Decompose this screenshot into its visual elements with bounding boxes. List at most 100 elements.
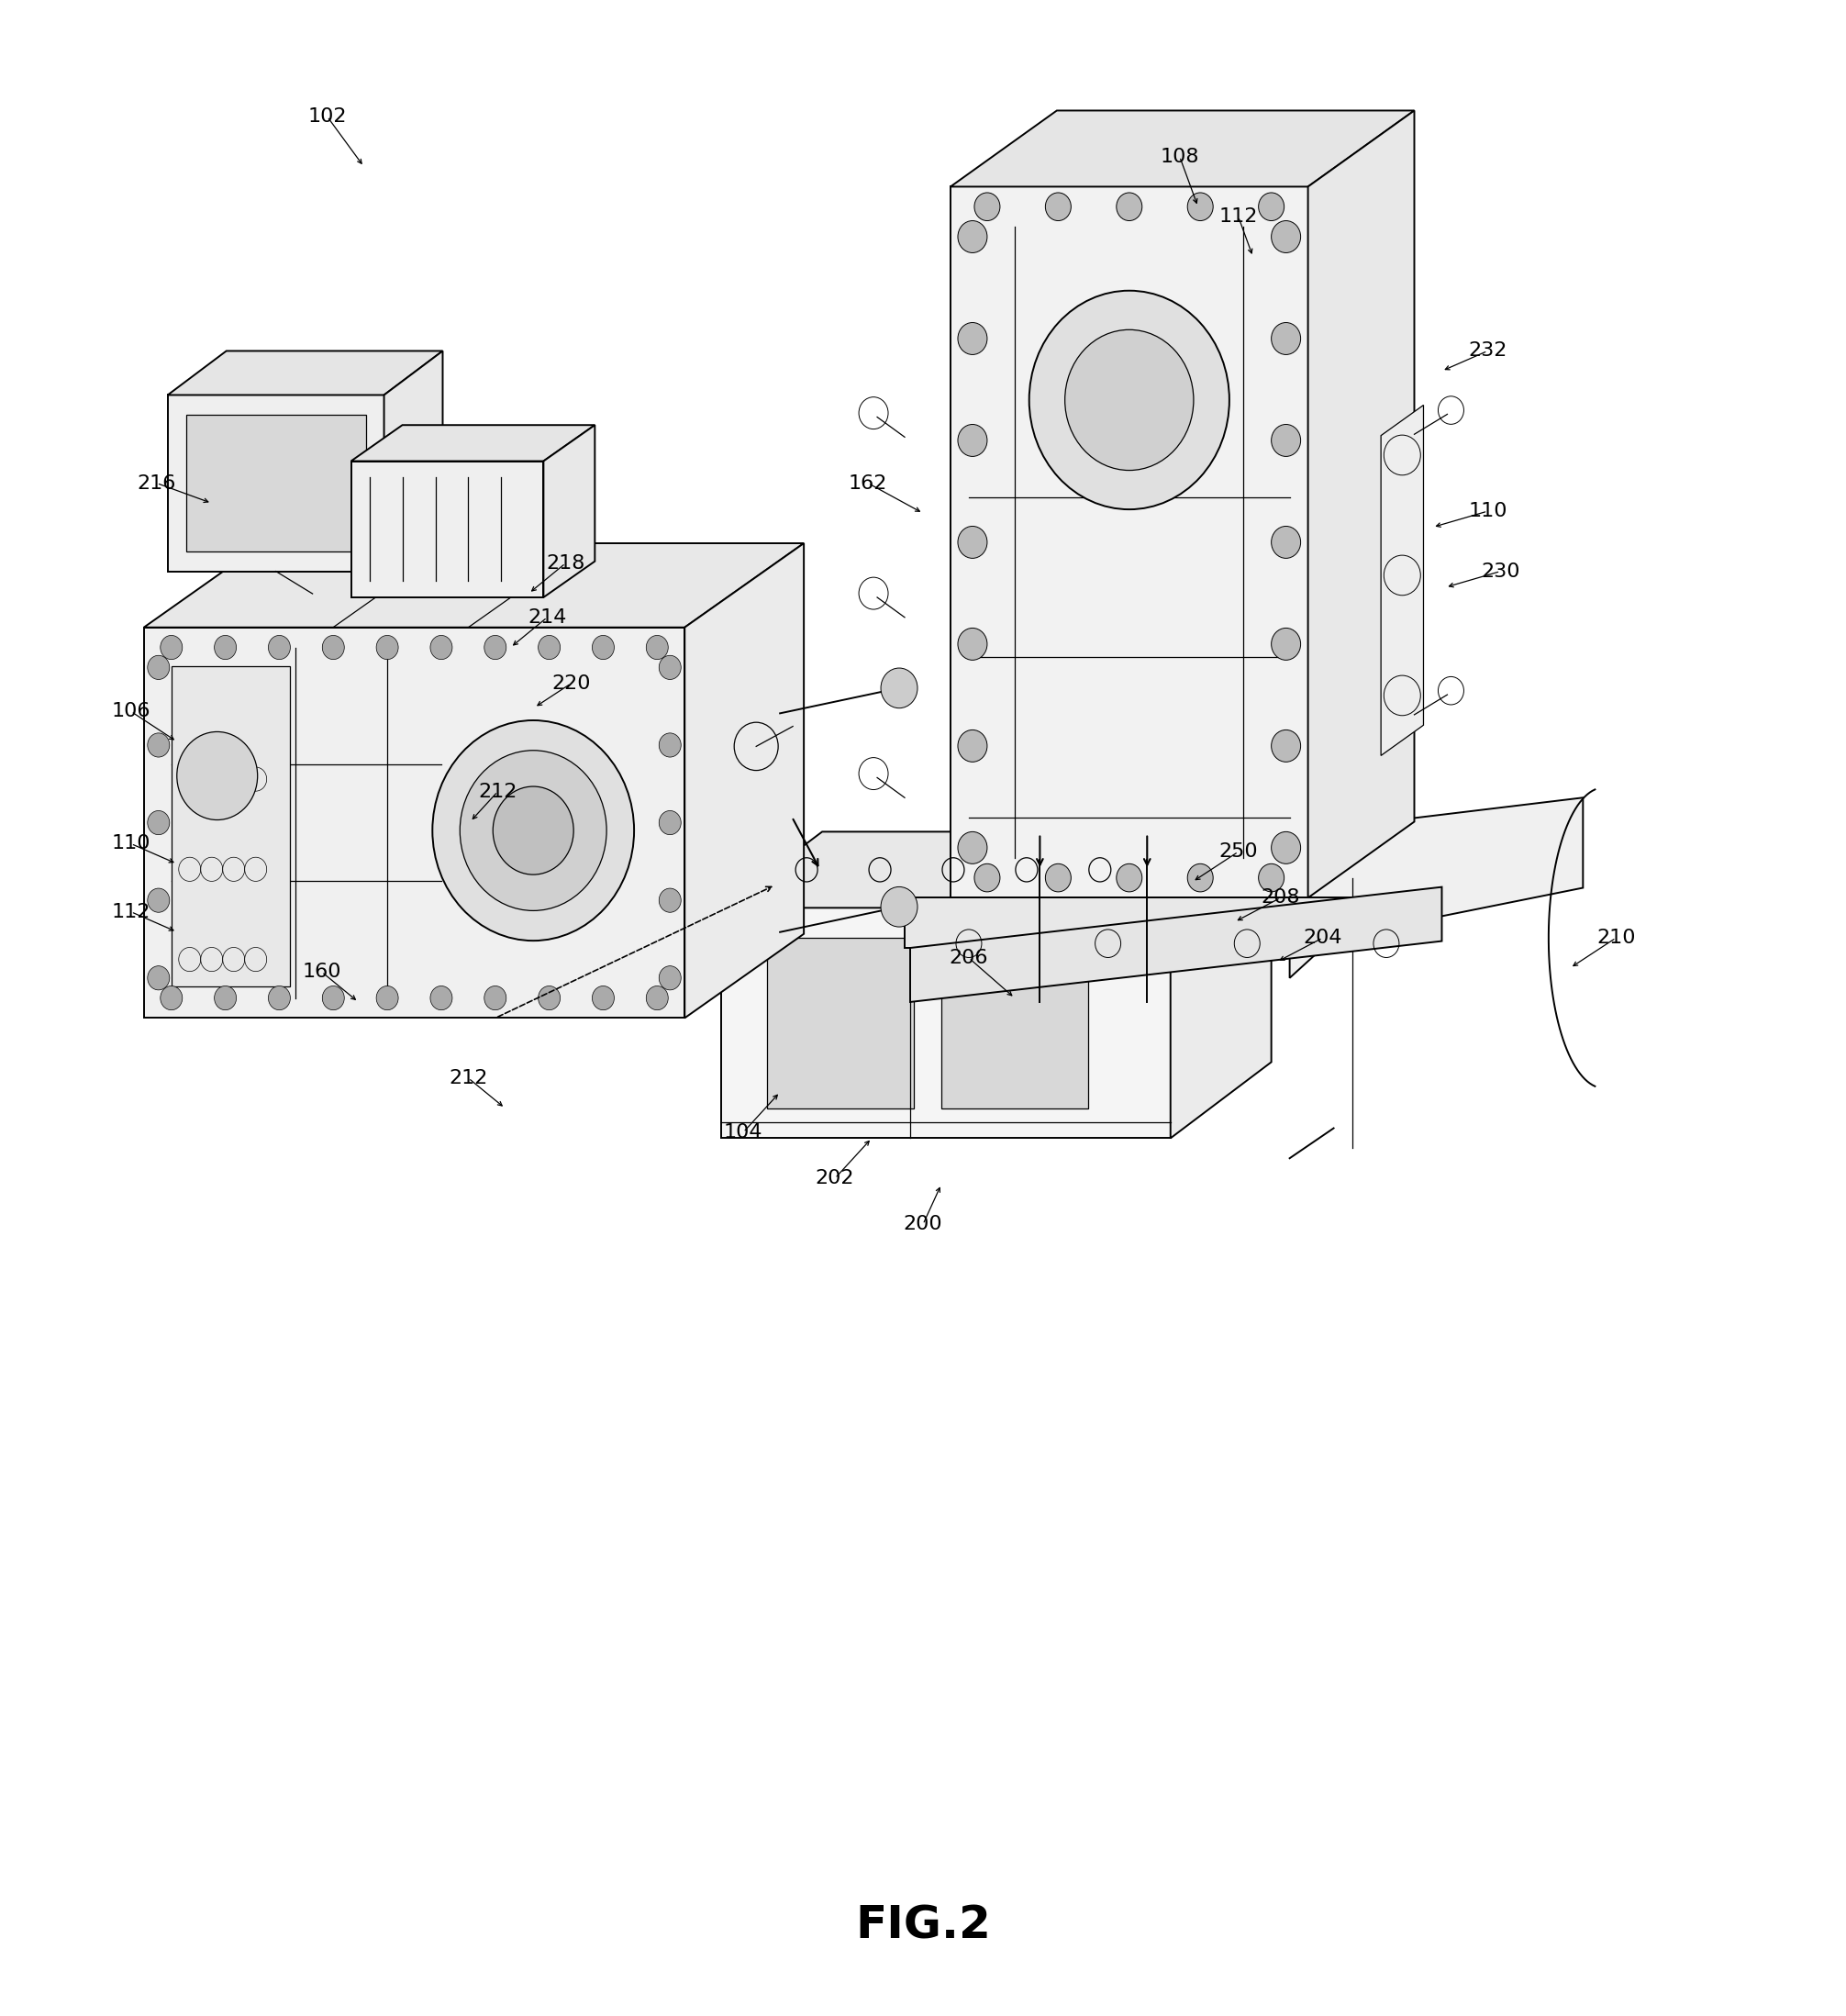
Polygon shape (951, 187, 1309, 897)
Text: 212: 212 (478, 782, 517, 800)
Bar (941, 937, 1087, 1109)
Polygon shape (384, 351, 443, 571)
Circle shape (148, 734, 170, 758)
Circle shape (1272, 425, 1301, 456)
Text: FIG.2: FIG.2 (855, 1903, 991, 1947)
Polygon shape (722, 833, 1272, 907)
Circle shape (958, 323, 988, 355)
Circle shape (430, 635, 452, 659)
Circle shape (958, 526, 988, 558)
Text: 110: 110 (111, 835, 151, 853)
Circle shape (1117, 863, 1143, 891)
Text: 210: 210 (1597, 929, 1636, 948)
Circle shape (646, 635, 668, 659)
Circle shape (881, 667, 917, 708)
Polygon shape (351, 462, 543, 597)
Polygon shape (910, 887, 1442, 1002)
Circle shape (958, 425, 988, 456)
Text: 214: 214 (528, 609, 567, 627)
Circle shape (148, 966, 170, 990)
Circle shape (323, 986, 345, 1010)
Circle shape (214, 986, 236, 1010)
Circle shape (593, 635, 615, 659)
Polygon shape (905, 897, 1353, 948)
Circle shape (539, 986, 559, 1010)
Polygon shape (1170, 833, 1272, 1139)
Polygon shape (722, 907, 1170, 1139)
Circle shape (1117, 194, 1143, 220)
Text: 216: 216 (137, 474, 175, 492)
Text: 162: 162 (849, 474, 888, 492)
Circle shape (1272, 833, 1301, 863)
Circle shape (460, 750, 607, 911)
Circle shape (1272, 220, 1301, 252)
Circle shape (323, 635, 345, 659)
Bar (768, 937, 914, 1109)
Circle shape (1187, 863, 1213, 891)
Circle shape (659, 810, 681, 835)
Bar (186, 415, 366, 550)
Polygon shape (351, 425, 594, 462)
Circle shape (484, 986, 506, 1010)
Polygon shape (685, 542, 803, 1018)
Text: 250: 250 (1218, 843, 1257, 861)
Circle shape (958, 730, 988, 762)
Circle shape (161, 986, 183, 1010)
Text: 110: 110 (1468, 502, 1506, 520)
Circle shape (148, 889, 170, 913)
Circle shape (881, 887, 917, 927)
Circle shape (659, 966, 681, 990)
Circle shape (268, 635, 290, 659)
Circle shape (1259, 194, 1285, 220)
Circle shape (177, 732, 258, 821)
Polygon shape (168, 395, 384, 571)
Text: 218: 218 (546, 554, 585, 573)
Circle shape (161, 635, 183, 659)
Text: 106: 106 (111, 702, 151, 720)
Text: 220: 220 (552, 673, 591, 694)
Circle shape (1259, 863, 1285, 891)
Circle shape (148, 655, 170, 679)
Polygon shape (1381, 405, 1423, 756)
Circle shape (377, 635, 399, 659)
Circle shape (430, 986, 452, 1010)
Circle shape (659, 655, 681, 679)
Text: 232: 232 (1468, 343, 1506, 361)
Polygon shape (144, 542, 803, 627)
Circle shape (975, 863, 1001, 891)
Circle shape (493, 786, 574, 875)
Circle shape (958, 629, 988, 659)
Circle shape (268, 986, 290, 1010)
Polygon shape (168, 351, 443, 395)
Circle shape (958, 833, 988, 863)
Circle shape (148, 810, 170, 835)
Polygon shape (144, 627, 685, 1018)
Text: 202: 202 (816, 1169, 855, 1187)
Circle shape (1065, 331, 1194, 470)
Circle shape (1045, 863, 1071, 891)
Circle shape (1187, 194, 1213, 220)
Text: 208: 208 (1261, 889, 1300, 907)
Text: 102: 102 (308, 107, 347, 125)
Circle shape (659, 889, 681, 913)
Circle shape (958, 220, 988, 252)
Circle shape (593, 986, 615, 1010)
Text: 212: 212 (449, 1068, 487, 1087)
Circle shape (1030, 290, 1229, 510)
Polygon shape (1309, 111, 1414, 897)
Circle shape (377, 986, 399, 1010)
Circle shape (975, 194, 1001, 220)
Polygon shape (951, 111, 1414, 187)
Circle shape (1045, 194, 1071, 220)
Circle shape (1272, 730, 1301, 762)
Text: 112: 112 (1218, 208, 1257, 226)
Text: 230: 230 (1480, 562, 1519, 581)
Text: 160: 160 (303, 964, 342, 982)
Text: 206: 206 (949, 950, 988, 968)
Circle shape (214, 635, 236, 659)
Circle shape (484, 635, 506, 659)
Polygon shape (1290, 798, 1584, 978)
Text: 112: 112 (111, 903, 151, 921)
Circle shape (1272, 323, 1301, 355)
Circle shape (659, 734, 681, 758)
